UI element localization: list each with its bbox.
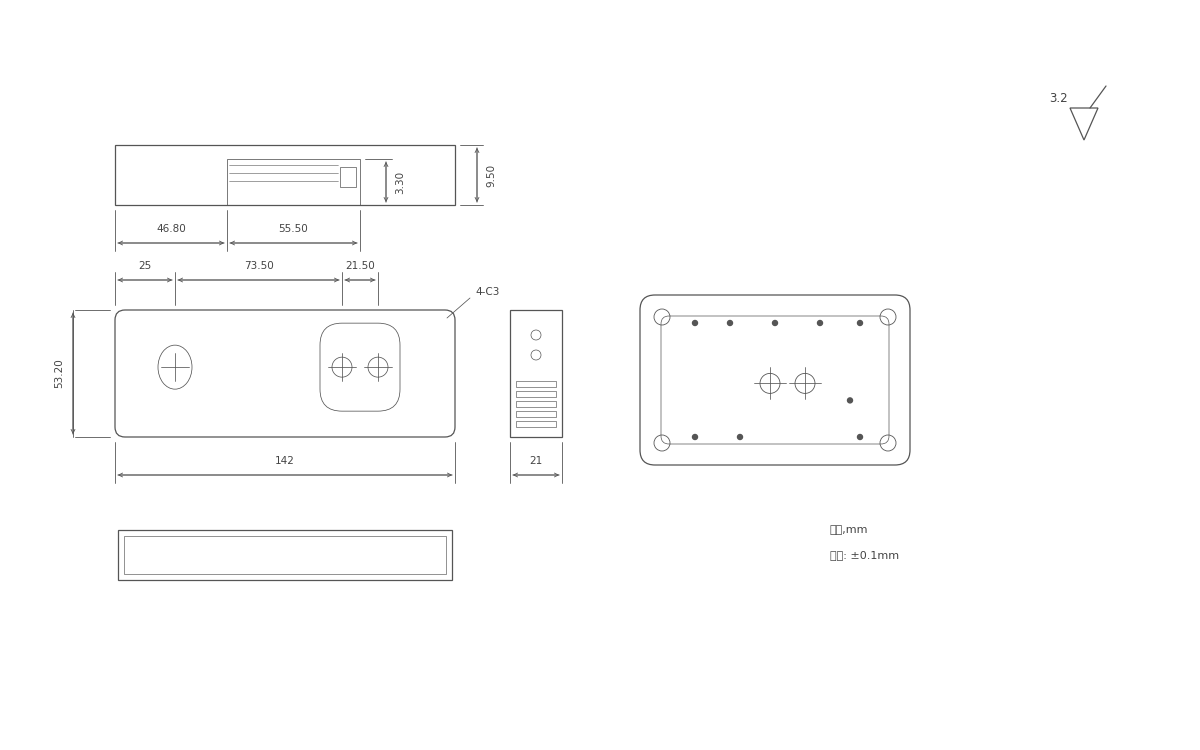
Bar [510,310,562,437]
Circle shape [817,320,822,326]
Bar [516,391,556,397]
Text: 142: 142 [275,456,295,466]
Text: 46.80: 46.80 [156,224,186,234]
Bar [118,530,452,580]
Text: 3.30: 3.30 [395,170,406,194]
Circle shape [692,434,697,439]
Bar [227,159,360,205]
Text: 9.50: 9.50 [486,164,496,187]
Text: 精度: ±0.1mm: 精度: ±0.1mm [830,550,899,560]
Text: 4-C3: 4-C3 [475,287,499,297]
Circle shape [847,398,852,403]
Text: 55.50: 55.50 [278,224,308,234]
Text: 73.50: 73.50 [244,261,274,271]
Bar [516,401,556,407]
Circle shape [738,434,743,439]
Bar [115,145,455,205]
Circle shape [858,434,863,439]
Bar [516,421,556,427]
Bar [516,381,556,387]
Text: 21: 21 [529,456,542,466]
Text: 3.2: 3.2 [1049,92,1068,104]
Circle shape [692,320,697,326]
Text: 21.50: 21.50 [346,261,374,271]
Bar [340,167,356,187]
Circle shape [727,320,732,326]
Text: 25: 25 [138,261,151,271]
Bar [516,411,556,417]
Circle shape [773,320,778,326]
Text: 单位,mm: 单位,mm [830,525,869,535]
Text: 53.20: 53.20 [54,358,64,388]
Circle shape [858,320,863,326]
Bar [124,536,446,574]
